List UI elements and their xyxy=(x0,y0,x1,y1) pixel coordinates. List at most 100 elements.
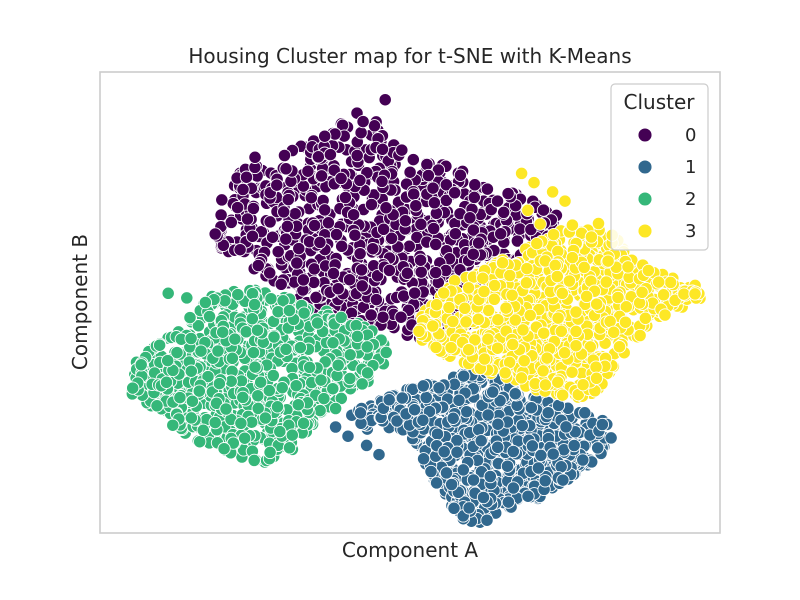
data-point-cluster-2 xyxy=(293,340,308,355)
data-point-cluster-1 xyxy=(515,418,529,433)
data-point-cluster-1 xyxy=(591,441,605,455)
data-point-cluster-3 xyxy=(677,287,691,301)
data-point-cluster-0 xyxy=(431,163,446,177)
points-layer xyxy=(125,93,707,529)
legend-marker-2 xyxy=(637,191,653,207)
data-point-cluster-0 xyxy=(313,235,327,250)
y-axis-label: Component B xyxy=(68,234,92,370)
data-point-cluster-3 xyxy=(412,324,426,338)
data-point-cluster-3 xyxy=(477,352,492,366)
data-point-cluster-2 xyxy=(263,445,277,460)
data-point-cluster-2 xyxy=(273,424,287,439)
data-point-cluster-0 xyxy=(279,162,293,176)
data-point-cluster-2 xyxy=(184,364,198,378)
data-point-cluster-3 xyxy=(471,312,485,326)
data-point-cluster-0 xyxy=(307,262,321,276)
data-point-cluster-0 xyxy=(453,168,468,182)
data-point-cluster-0 xyxy=(279,232,293,246)
data-point-cluster-3 xyxy=(458,301,472,315)
data-point-cluster-0 xyxy=(277,205,291,219)
data-point-cluster-0 xyxy=(335,239,349,253)
data-point-cluster-3 xyxy=(519,276,534,290)
data-point-cluster-2 xyxy=(355,377,369,391)
data-point-cluster-3 xyxy=(591,216,606,231)
data-point-cluster-1 xyxy=(476,490,491,505)
data-point-cluster-0 xyxy=(494,227,508,241)
data-point-cluster-1 xyxy=(546,447,560,461)
data-point-cluster-3 xyxy=(577,260,591,275)
data-point-cluster-3 xyxy=(656,288,671,302)
data-point-cluster-1 xyxy=(525,439,540,453)
data-point-cluster-2 xyxy=(264,292,278,306)
data-point-cluster-3 xyxy=(550,269,564,284)
data-point-cluster-2 xyxy=(152,338,167,352)
data-point-cluster-1 xyxy=(534,448,548,463)
data-point-cluster-1 xyxy=(328,420,343,434)
data-point-cluster-0 xyxy=(346,208,361,222)
data-point-cluster-1 xyxy=(524,401,539,415)
data-point-cluster-1 xyxy=(474,434,488,448)
data-point-cluster-0 xyxy=(466,247,480,261)
data-point-cluster-0 xyxy=(376,222,391,236)
data-point-cluster-2 xyxy=(184,411,199,425)
data-point-cluster-2 xyxy=(258,411,273,425)
data-point-cluster-1 xyxy=(432,381,446,395)
data-point-cluster-1 xyxy=(500,459,515,473)
data-point-cluster-3 xyxy=(506,337,520,352)
data-point-cluster-1 xyxy=(446,411,460,425)
data-point-cluster-3 xyxy=(490,341,505,355)
data-point-cluster-0 xyxy=(263,266,277,280)
data-point-cluster-1 xyxy=(452,393,466,407)
data-point-cluster-0 xyxy=(321,216,336,230)
data-point-cluster-2 xyxy=(194,344,208,358)
data-point-cluster-1 xyxy=(541,406,555,420)
data-point-cluster-0 xyxy=(406,152,420,167)
data-point-cluster-1 xyxy=(419,390,433,405)
data-point-cluster-0 xyxy=(466,223,481,237)
data-point-cluster-1 xyxy=(359,438,374,453)
legend-marker-1 xyxy=(637,159,653,175)
data-point-cluster-1 xyxy=(462,501,476,515)
data-point-cluster-3 xyxy=(459,315,473,329)
data-point-cluster-2 xyxy=(134,358,148,372)
chart-title: Housing Cluster map for t-SNE with K-Mea… xyxy=(188,44,631,68)
data-point-cluster-2 xyxy=(219,402,233,416)
data-point-cluster-1 xyxy=(416,379,430,393)
legend-label-2: 2 xyxy=(685,189,696,210)
data-point-cluster-3 xyxy=(446,314,460,329)
data-point-cluster-0 xyxy=(334,171,348,186)
data-point-cluster-2 xyxy=(360,366,375,380)
data-point-cluster-2 xyxy=(238,431,252,445)
data-point-cluster-3 xyxy=(527,175,541,190)
data-point-cluster-0 xyxy=(329,227,344,242)
data-point-cluster-2 xyxy=(245,286,260,301)
data-point-cluster-3 xyxy=(663,275,678,290)
data-point-cluster-0 xyxy=(248,150,262,164)
data-point-cluster-0 xyxy=(353,247,367,261)
data-point-cluster-2 xyxy=(279,342,293,356)
data-point-cluster-0 xyxy=(364,308,378,322)
data-point-cluster-2 xyxy=(275,381,289,395)
data-point-cluster-3 xyxy=(545,185,560,199)
data-point-cluster-3 xyxy=(476,271,490,285)
data-point-cluster-0 xyxy=(240,212,255,226)
data-point-cluster-2 xyxy=(166,418,180,432)
data-point-cluster-0 xyxy=(280,219,295,234)
data-point-cluster-0 xyxy=(375,174,389,189)
data-point-cluster-3 xyxy=(426,319,440,333)
data-point-cluster-3 xyxy=(562,274,577,288)
data-point-cluster-1 xyxy=(501,495,516,509)
data-point-cluster-3 xyxy=(599,275,613,289)
data-point-cluster-0 xyxy=(236,182,250,197)
data-point-cluster-1 xyxy=(491,417,505,431)
data-point-cluster-0 xyxy=(370,269,385,283)
data-point-cluster-3 xyxy=(523,308,537,323)
data-point-cluster-0 xyxy=(263,215,277,229)
legend: Cluster 0 1 2 3 xyxy=(610,83,709,251)
data-point-cluster-0 xyxy=(288,207,302,221)
data-point-cluster-2 xyxy=(350,329,365,344)
data-point-cluster-2 xyxy=(317,391,331,406)
data-point-cluster-3 xyxy=(621,260,635,274)
data-point-cluster-3 xyxy=(514,371,529,385)
data-point-cluster-2 xyxy=(247,453,261,468)
